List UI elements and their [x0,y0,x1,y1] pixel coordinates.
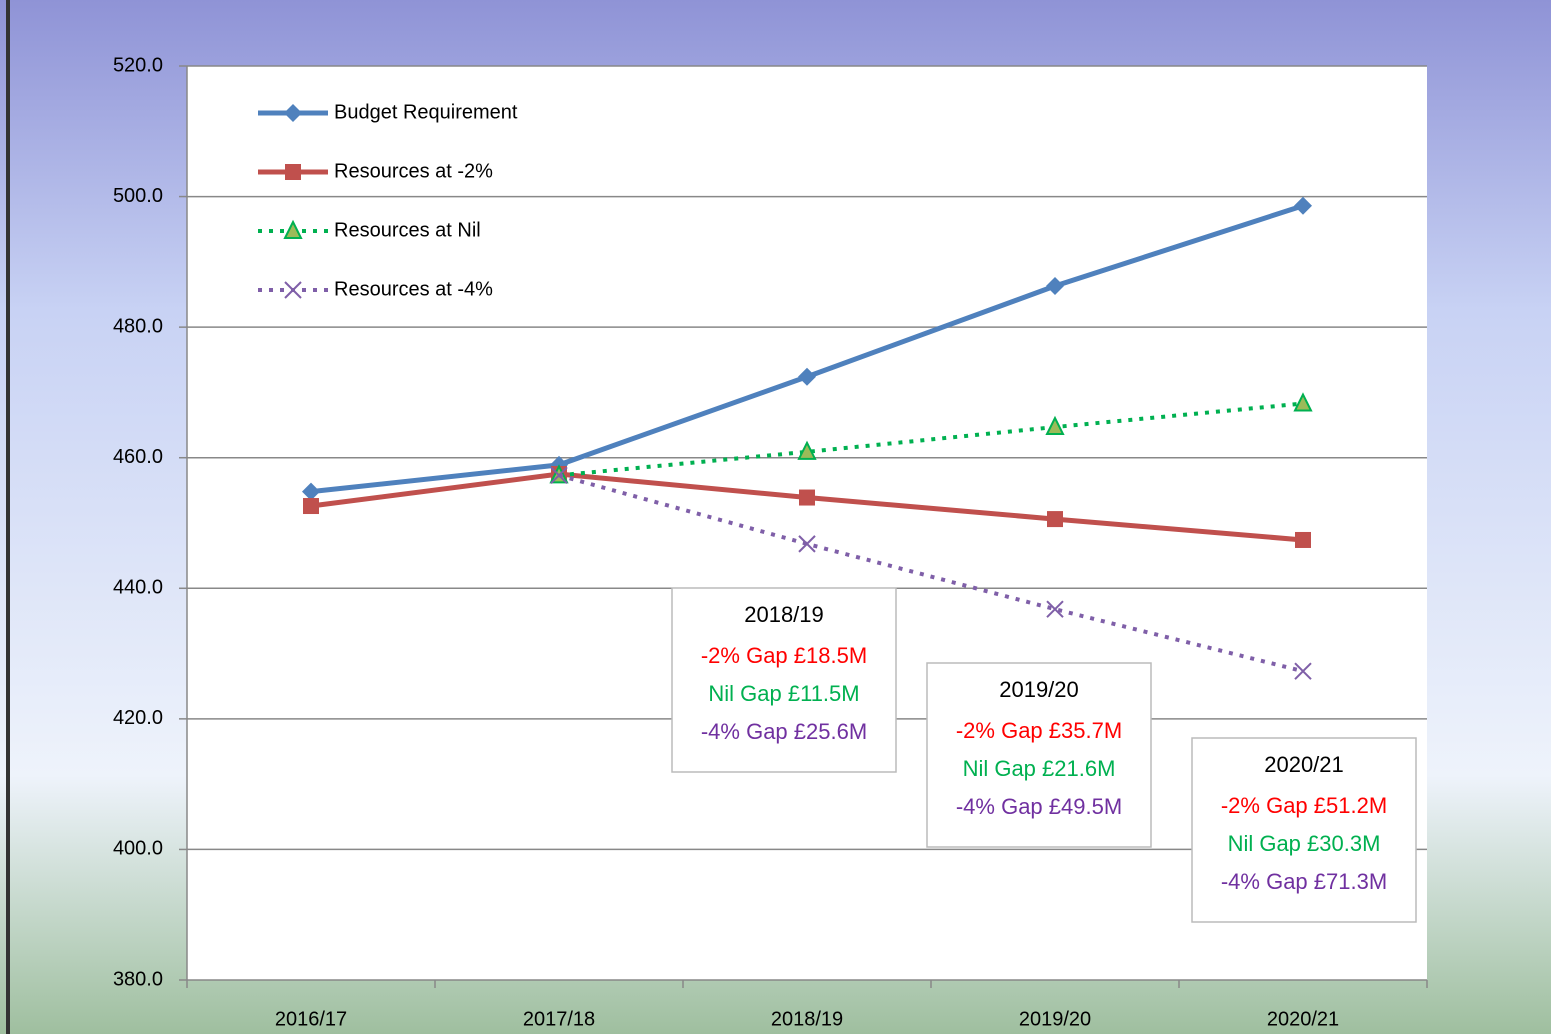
marker [284,104,302,122]
annotation-line: Nil Gap £11.5M [708,681,859,706]
legend-label: Resources at Nil [334,219,481,241]
marker [1294,196,1312,215]
marker [1045,415,1065,436]
y-tick-label: 380.0 [113,968,163,990]
x-tick-label: 2017/18 [523,1008,595,1030]
marker [283,219,303,239]
y-tick-label: 520.0 [113,54,163,76]
annotation-line: -4% Gap £25.6M [701,719,867,744]
annotation-title: 2019/20 [999,677,1079,702]
x-tick-label: 2020/21 [1267,1008,1339,1030]
annotation-line: Nil Gap £21.6M [963,756,1116,781]
y-tick-label: 400.0 [113,838,163,860]
marker [1294,662,1312,680]
legend-label: Resources at -4% [334,278,493,300]
x-tick-label: 2018/19 [771,1008,843,1030]
legend-label: Budget Requirement [334,101,518,123]
y-tick-label: 500.0 [113,185,163,207]
left-border [6,0,10,1034]
annotation-box [1191,737,1417,923]
y-tick-label: 440.0 [113,577,163,599]
x-tick-label: 2019/20 [1019,1008,1091,1030]
annotation-title: 2018/19 [744,602,824,627]
y-tick-label: 480.0 [113,315,163,337]
marker [1293,392,1313,412]
marker [303,498,319,515]
marker [798,535,816,553]
annotation-line: -2% Gap £18.5M [701,643,867,668]
marker [285,164,301,180]
series-line [558,401,1304,478]
annotation-line: -4% Gap £71.3M [1221,869,1387,894]
marker [1046,600,1064,618]
marker [284,281,302,299]
marker [1047,511,1063,528]
annotation-box [671,587,897,773]
series-line [558,473,1304,674]
annotation-line: -2% Gap £51.2M [1221,793,1387,818]
legend-label: Resources at -2% [334,160,493,182]
marker [1295,531,1311,548]
y-tick-label: 460.0 [113,446,163,468]
y-tick-label: 420.0 [113,707,163,729]
annotation-line: -4% Gap £49.5M [956,794,1122,819]
marker [797,440,817,460]
x-tick-label: 2016/17 [275,1008,347,1030]
marker [1046,277,1064,296]
annotation-line: -2% Gap £35.7M [956,718,1122,743]
annotation-title: 2020/21 [1264,752,1344,777]
marker [799,489,815,506]
marker [550,466,568,485]
marker [302,482,320,501]
annotation-line: Nil Gap £30.3M [1228,831,1381,856]
marker [798,367,816,386]
annotation-box [926,662,1152,848]
